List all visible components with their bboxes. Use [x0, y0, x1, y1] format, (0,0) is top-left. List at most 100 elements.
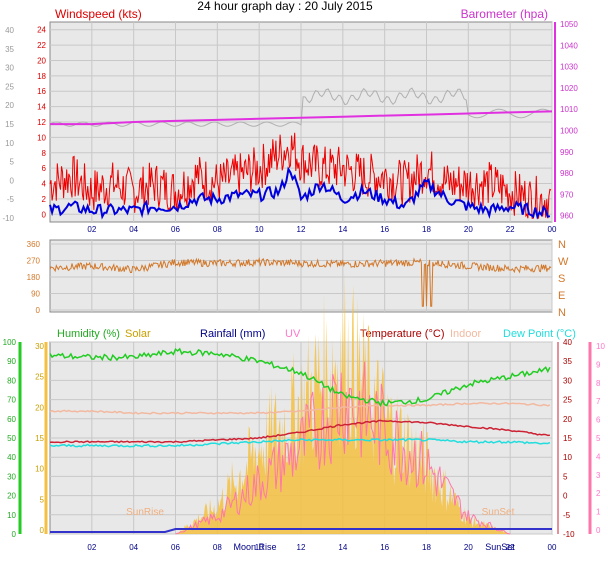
humidity-tick-label: 30: [7, 472, 16, 481]
temp-tick-label: 30: [563, 376, 572, 385]
wind-tick-label: 6: [42, 164, 47, 173]
x-tick-label: 06: [171, 543, 180, 552]
compass-label: N: [558, 307, 566, 319]
humidity-tick-label: 50: [7, 434, 16, 443]
wind-tick-label: 18: [37, 72, 46, 81]
x-tick-label: 00: [548, 225, 557, 234]
x-tick-label: 00: [548, 543, 557, 552]
dir-tick-label: 270: [27, 257, 41, 266]
outer-tick-label: -5: [7, 195, 15, 204]
temp-tick-label: 40: [563, 338, 572, 347]
uv-tick-label: 9: [596, 360, 601, 369]
uv-tick-label: 5: [596, 434, 601, 443]
x-tick-label: 20: [464, 543, 473, 552]
wind-tick-label: 14: [37, 103, 46, 112]
avg-wind-line: [49, 166, 551, 220]
dir-tick-label: 0: [36, 306, 41, 315]
dir-tick-label: 90: [31, 290, 40, 299]
baro-tick-label: 990: [560, 148, 574, 157]
outer-tick-label: -10: [2, 214, 14, 223]
x-tick-label: 02: [87, 543, 96, 552]
temp-tick-label: 35: [563, 357, 572, 366]
indoor-line: [49, 401, 551, 415]
humidity-tick-label: 60: [7, 415, 16, 424]
uv-tick-label: 0: [596, 526, 601, 535]
temp-tick-label: 5: [563, 472, 568, 481]
x-tick-label: 04: [129, 225, 138, 234]
legend-item: Temperature (°C): [360, 328, 444, 340]
baro-tick-label: 1030: [560, 63, 578, 72]
uv-tick-label: 7: [596, 397, 601, 406]
solar-tick-label: 0: [40, 526, 45, 535]
outer-tick-label: 0: [10, 176, 15, 185]
humidity-tick-label: 20: [7, 492, 16, 501]
barometer-label: Barometer (hpa): [461, 7, 548, 21]
humidity-tick-label: 0: [12, 530, 17, 539]
legend-item: Humidity (%): [57, 328, 120, 340]
x-tick-label: 16: [380, 543, 389, 552]
temp-tick-label: 0: [563, 492, 568, 501]
x-tick-label: 22: [506, 225, 515, 234]
baro-tick-label: 1000: [560, 127, 578, 136]
x-tick-label: 14: [338, 543, 347, 552]
wind-tick-label: 0: [42, 210, 47, 219]
x-tick-label: 12: [297, 543, 306, 552]
windspeed-line: [49, 132, 552, 219]
outer-tick-label: 40: [5, 26, 14, 35]
baro-tick-label: 960: [560, 212, 574, 221]
uv-tick-label: 6: [596, 416, 601, 425]
uv-tick-label: 3: [596, 471, 601, 480]
outer-tick-label: 15: [5, 120, 14, 129]
outer-tick-label: 20: [5, 101, 14, 110]
x-tick-label: 20: [464, 225, 473, 234]
legend-item: Indoor: [450, 328, 482, 340]
legend-item: Dew Point (°C): [503, 328, 576, 340]
wind-tick-label: 16: [37, 87, 46, 96]
compass-label: E: [558, 290, 565, 302]
baro-tick-label: 1010: [560, 105, 578, 114]
barometer-line: [50, 110, 553, 126]
temp-tick-label: 20: [563, 415, 572, 424]
uv-tick-label: 2: [596, 489, 601, 498]
x-tick-label: 04: [129, 543, 138, 552]
dewpoint-line: [49, 438, 551, 448]
humidity-tick-label: 80: [7, 376, 16, 385]
uv-tick-label: 8: [596, 379, 601, 388]
outer-tick-label: 10: [5, 139, 14, 148]
moonrise-label: Moon Rise: [233, 542, 276, 552]
x-tick-label: 18: [422, 225, 431, 234]
solar-tick-label: 5: [40, 495, 45, 504]
sunset-label: SunSet: [482, 507, 515, 518]
humidity-tick-label: 100: [3, 338, 17, 347]
uv-line: [175, 361, 511, 535]
baro-tick-label: 1020: [560, 84, 578, 93]
wind-tick-label: 22: [37, 41, 46, 50]
dir-tick-label: 180: [27, 273, 41, 282]
dir-tick-label: 360: [27, 240, 41, 249]
humidity-tick-label: 40: [7, 453, 16, 462]
wind-tick-label: 20: [37, 56, 46, 65]
x-tick-label: 08: [213, 225, 222, 234]
baro-tick-label: 970: [560, 190, 574, 199]
solar-tick-label: 15: [35, 434, 44, 443]
x-tick-label: 12: [297, 225, 306, 234]
windspeed-label: Windspeed (kts): [55, 7, 142, 21]
outer-tick-label: 5: [10, 158, 15, 167]
x-tick-label: 10: [255, 543, 264, 552]
humidity-line: [49, 347, 551, 408]
wind-direction-line: [49, 256, 552, 307]
outer-tick-label: 35: [5, 45, 14, 54]
chart-title: 24 hour graph day : 20 July 2015: [197, 0, 373, 13]
compass-label: S: [558, 273, 565, 285]
humidity-tick-label: 70: [7, 396, 16, 405]
temp-tick-label: 25: [563, 396, 572, 405]
wind-tick-label: 10: [37, 133, 46, 142]
uv-tick-label: 10: [596, 342, 605, 351]
solar-tick-label: 25: [35, 373, 44, 382]
x-tick-label: 06: [171, 225, 180, 234]
solar-tick-label: 30: [35, 342, 44, 351]
sunrise-label: SunRise: [126, 507, 164, 518]
wind-tick-label: 2: [42, 195, 47, 204]
wind-tick-label: 24: [37, 26, 46, 35]
